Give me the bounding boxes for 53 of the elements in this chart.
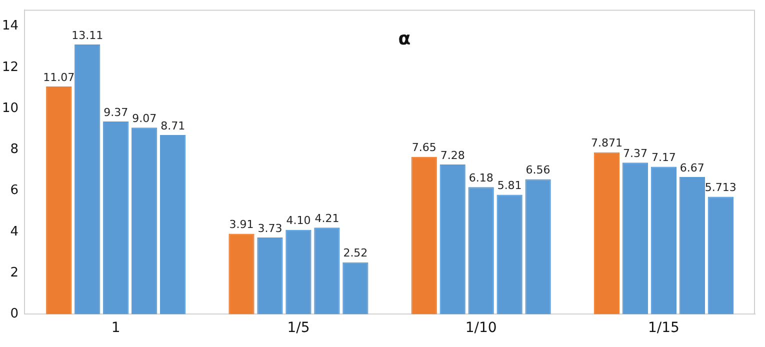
data-label: 13.11: [72, 28, 104, 42]
data-label: 7.28: [440, 148, 465, 162]
data-label: 2.52: [343, 246, 368, 260]
y-tick-label: 2: [10, 265, 19, 280]
text: α: [398, 28, 411, 50]
x-tick-label: 1/10: [465, 320, 497, 336]
data-label: 7.871: [590, 136, 622, 150]
bar: [622, 162, 648, 314]
data-label: 4.21: [314, 212, 340, 225]
bar: [314, 228, 340, 314]
data-label: 8.71: [160, 119, 186, 132]
bar: [594, 152, 620, 314]
bar: [257, 237, 283, 314]
bar: [525, 179, 551, 314]
data-label: 6.56: [526, 164, 550, 177]
bar: [468, 187, 494, 314]
data-label: 5.713: [704, 181, 736, 194]
bar: [440, 164, 466, 314]
bar: [650, 166, 677, 314]
bar: [286, 230, 312, 314]
data-label: 6.67: [680, 161, 704, 174]
bar: [160, 135, 186, 314]
data-label: 9.07: [132, 112, 157, 126]
y-tick-label: 8: [10, 142, 19, 158]
bar: [132, 128, 158, 314]
bar: [679, 177, 705, 314]
data-label: 9.37: [104, 106, 128, 119]
x-tick-label: 1/5: [287, 320, 310, 336]
bar: [342, 262, 368, 314]
bar: [74, 44, 100, 314]
y-tick-label: 12: [2, 60, 19, 75]
bar: [411, 156, 437, 314]
x-tick-label: 1: [111, 320, 120, 336]
data-label: 5.81: [497, 179, 522, 192]
x-tick-label: 1/15: [648, 320, 680, 336]
data-label: 3.73: [258, 222, 282, 235]
bar: [46, 86, 72, 314]
bar: [496, 194, 522, 314]
y-tick-label: 14: [2, 18, 19, 34]
bar: [228, 234, 254, 314]
data-label: 7.37: [622, 146, 648, 160]
data-label: 6.18: [468, 171, 494, 184]
bar: [708, 196, 734, 314]
y-tick-label: 6: [10, 183, 19, 198]
data-label: 7.65: [412, 141, 436, 154]
y-tick-label: 4: [10, 224, 19, 240]
data-label: 7.17: [651, 151, 676, 164]
data-label: 11.07: [43, 70, 75, 84]
data-label: 4.10: [286, 214, 311, 228]
y-tick-label: 0: [10, 306, 19, 322]
bar: [103, 121, 129, 314]
data-label: 3.91: [229, 218, 254, 232]
y-tick-label: 10: [2, 100, 19, 116]
